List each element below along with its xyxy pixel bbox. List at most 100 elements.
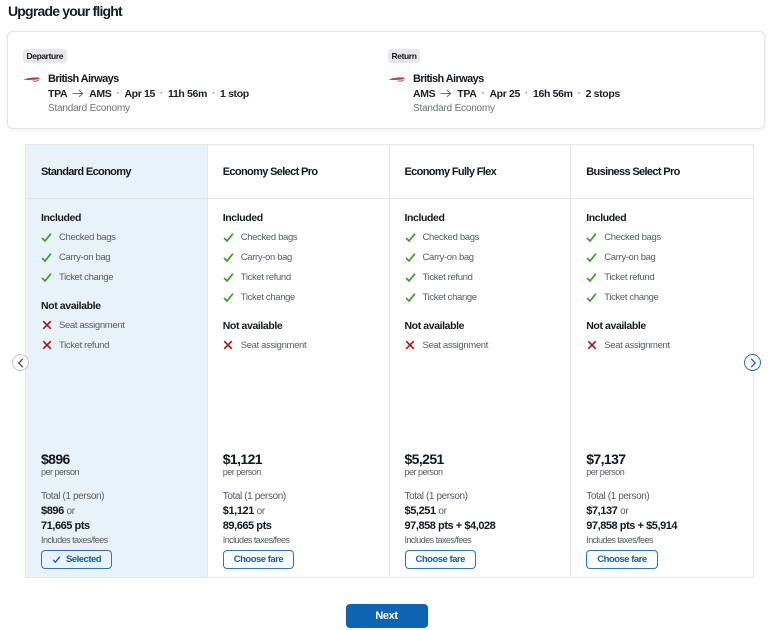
footer-actions: Next — [0, 604, 770, 628]
check-icon — [223, 292, 234, 302]
total-points: 97,858 pts + $5,914 — [586, 520, 678, 532]
feature-label: Ticket change — [240, 291, 296, 303]
total-label: Total (1 person) — [41, 491, 105, 502]
total-cash-line: $896 or — [41, 505, 192, 518]
fare-price: $896 — [41, 451, 70, 467]
page-title: Upgrade your flight — [8, 3, 123, 19]
feature-item: Seat assignment — [586, 335, 738, 355]
feature-item: Ticket change — [223, 287, 374, 307]
fare-price: $5,251 — [404, 451, 445, 467]
selected-fare-button[interactable]: Selected — [41, 550, 113, 569]
flight-summary-card: Departure British Airways TPA AMS · Apr … — [7, 31, 765, 129]
check-icon — [404, 252, 416, 262]
next-button[interactable]: Next — [345, 604, 428, 628]
feature-label: Ticket change — [422, 291, 478, 303]
airline-row: British Airways — [388, 71, 764, 86]
taxes-note: Includes taxes/fees — [404, 535, 472, 545]
total-points: 71,665 pts — [41, 520, 90, 532]
airline-name: British Airways — [48, 72, 119, 85]
separator-dot: · — [525, 88, 529, 99]
fare-comparison-table: Standard Economy Included Checked bags C… — [25, 144, 754, 578]
not-available-heading: Not available — [41, 300, 101, 312]
feature-label: Seat assignment — [604, 339, 670, 351]
arrow-right-icon — [440, 89, 452, 98]
arrow-right-icon — [72, 89, 84, 98]
feature-item: Checked bags — [41, 227, 192, 247]
origin-code: TPA — [48, 87, 68, 100]
total-cash-line: $7,137 or — [586, 505, 738, 518]
cabin-class: Standard Economy — [413, 103, 495, 114]
x-icon — [223, 340, 233, 350]
included-list: Checked bags Carry-on bag Ticket refund … — [404, 227, 556, 307]
feature-label: Checked bags — [59, 231, 116, 243]
feature-label: Ticket refund — [604, 271, 655, 283]
departure-flight-summary: Departure British Airways TPA AMS · Apr … — [8, 32, 386, 128]
feature-item: Ticket refund — [586, 267, 738, 287]
check-icon — [41, 272, 52, 282]
carousel-prev-button[interactable] — [12, 354, 29, 371]
fare-column-economy-fully-flex: Economy Fully Flex Included Checked bags… — [389, 145, 572, 577]
destination-code: AMS — [89, 87, 112, 100]
fare-button-label: Selected — [66, 554, 102, 565]
feature-item: Carry-on bag — [41, 247, 192, 267]
feature-item: Seat assignment — [41, 315, 192, 335]
or-label: or — [620, 506, 629, 517]
feature-item: Ticket refund — [404, 267, 556, 287]
fare-name: Economy Fully Flex — [404, 165, 497, 178]
per-person-label: per person — [404, 467, 444, 477]
separator-dot: · — [481, 88, 485, 99]
feature-label: Ticket change — [604, 291, 659, 303]
check-icon — [52, 555, 61, 564]
feature-label: Seat assignment — [59, 319, 125, 331]
choose-fare-button[interactable]: Choose fare — [586, 550, 658, 569]
included-list: Checked bags Carry-on bag Ticket refund … — [586, 227, 738, 307]
feature-label: Ticket refund — [422, 271, 473, 283]
taxes-note: Includes taxes/fees — [586, 535, 653, 545]
total-cash-line: $1,121 or — [223, 505, 374, 518]
x-icon — [587, 340, 597, 350]
included-heading: Included — [586, 212, 627, 224]
feature-item: Carry-on bag — [223, 247, 374, 267]
fare-column-header: Economy Select Pro — [207, 145, 389, 199]
fare-column-economy-select-pro: Economy Select Pro Included Checked bags… — [207, 145, 390, 577]
total-cash: $7,137 — [586, 505, 618, 517]
fare-name: Economy Select Pro — [222, 165, 318, 178]
return-flight-summary: Return British Airways AMS TPA · Apr 25 … — [386, 32, 764, 128]
total-label: Total (1 person) — [404, 491, 468, 502]
chevron-left-icon — [17, 357, 23, 368]
choose-fare-button[interactable]: Choose fare — [222, 550, 295, 569]
feature-item: Ticket refund — [223, 267, 374, 287]
not-available-heading: Not available — [404, 320, 465, 332]
departure-badge: Departure — [23, 49, 67, 63]
feature-item: Ticket change — [41, 267, 192, 287]
total-cash-line: $5,251 or — [405, 505, 556, 518]
total-cash: $5,251 — [404, 505, 437, 517]
total-cash: $896 — [41, 505, 64, 517]
flight-stops: 2 stops — [585, 87, 621, 100]
feature-label: Ticket refund — [240, 271, 291, 283]
choose-fare-button[interactable]: Choose fare — [404, 550, 476, 569]
total-label: Total (1 person) — [586, 491, 650, 502]
flight-date: Apr 25 — [489, 87, 521, 100]
feature-item: Checked bags — [404, 227, 556, 247]
not-available-heading: Not available — [586, 320, 646, 332]
feature-label: Seat assignment — [422, 339, 489, 351]
fare-column-header: Business Select Pro — [571, 145, 753, 199]
chevron-right-icon — [750, 357, 756, 368]
fare-name: Standard Economy — [41, 165, 131, 178]
check-icon — [586, 272, 597, 282]
flight-stops: 1 stop — [220, 87, 249, 100]
feature-item: Seat assignment — [405, 335, 556, 355]
feature-item: Checked bags — [223, 227, 374, 247]
not-available-list: Seat assignment Ticket refund — [41, 315, 192, 355]
check-icon — [223, 252, 234, 262]
included-heading: Included — [41, 212, 81, 224]
origin-code: AMS — [413, 87, 436, 100]
fare-button-label: Choose fare — [597, 554, 647, 565]
feature-label: Ticket refund — [59, 339, 110, 351]
fare-column-header: Economy Fully Flex — [389, 145, 571, 199]
british-airways-logo-icon — [23, 76, 40, 82]
taxes-note: Includes taxes/fees — [222, 535, 290, 545]
carousel-next-button[interactable] — [744, 354, 761, 371]
fare-column-header: Standard Economy — [26, 145, 207, 199]
